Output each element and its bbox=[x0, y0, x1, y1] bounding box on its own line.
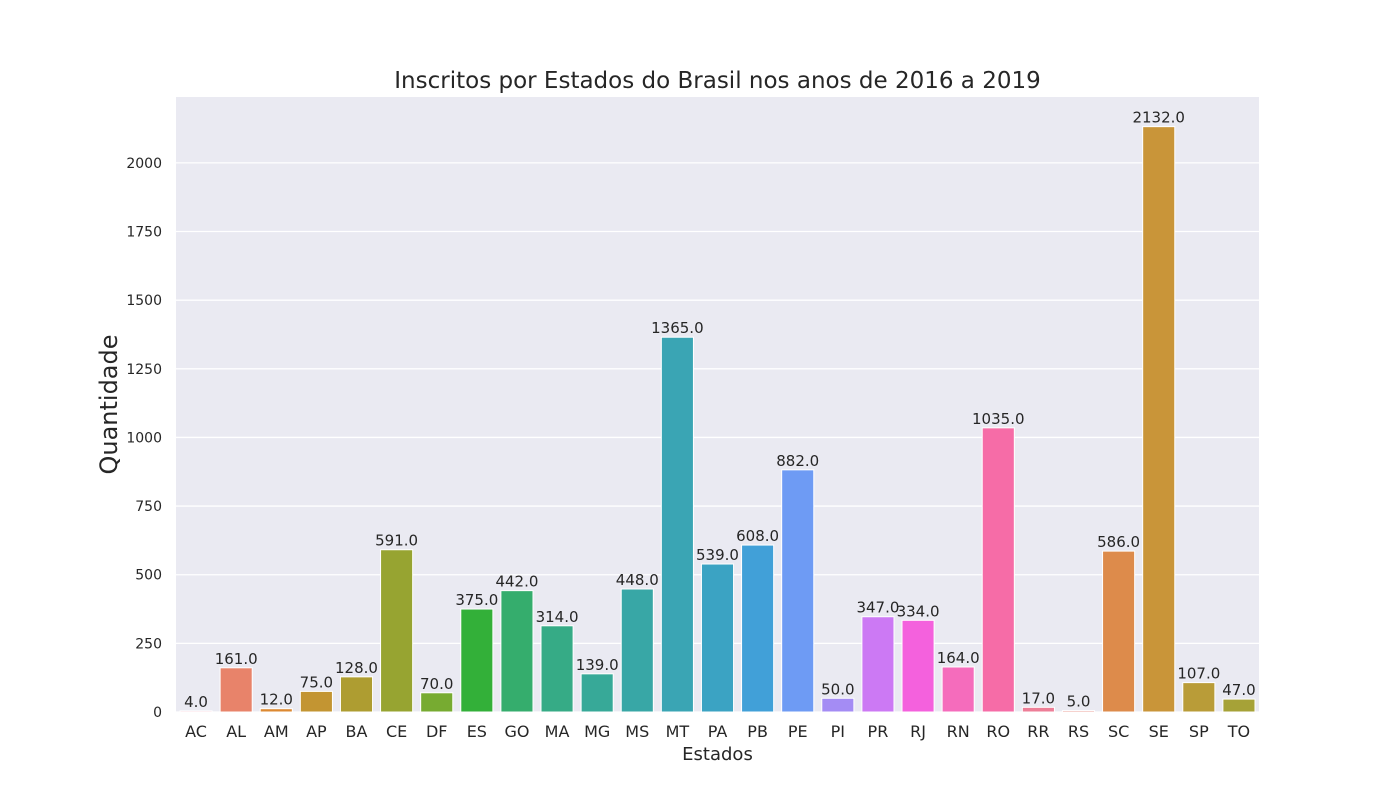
x-tick-label-ce: CE bbox=[386, 722, 407, 741]
x-tick-label-ma: MA bbox=[545, 722, 570, 741]
bar-ro bbox=[981, 427, 1015, 713]
x-tick-label-rs: RS bbox=[1068, 722, 1089, 741]
x-tick-label-pi: PI bbox=[831, 722, 845, 741]
x-tick-label-al: AL bbox=[226, 722, 246, 741]
data-label-rj: 334.0 bbox=[897, 602, 940, 620]
bar-se bbox=[1142, 126, 1176, 713]
data-label-pr: 347.0 bbox=[856, 599, 899, 617]
x-tick-label-pr: PR bbox=[868, 722, 889, 741]
bar-rn bbox=[941, 666, 975, 713]
x-tick-label-sc: SC bbox=[1108, 722, 1129, 741]
data-label-mg: 139.0 bbox=[576, 656, 619, 674]
bar-go bbox=[500, 590, 534, 713]
data-label-sp: 107.0 bbox=[1177, 665, 1220, 683]
bar-mt bbox=[660, 336, 694, 713]
x-tick-label-ba: BA bbox=[346, 722, 368, 741]
y-tick-label: 750 bbox=[135, 499, 162, 515]
chart-title: Inscritos por Estados do Brasil nos anos… bbox=[394, 68, 1040, 94]
bars bbox=[179, 126, 1256, 713]
y-tick-label: 1500 bbox=[126, 293, 162, 309]
data-label-ma: 314.0 bbox=[536, 608, 579, 626]
x-tick-label-go: GO bbox=[504, 722, 529, 741]
x-tick-label-se: SE bbox=[1149, 722, 1169, 741]
data-label-ac: 4.0 bbox=[184, 693, 208, 711]
y-axis-label: Quantidade bbox=[95, 334, 123, 474]
y-tick-label: 0 bbox=[153, 705, 162, 721]
data-label-al: 161.0 bbox=[215, 650, 258, 668]
data-label-df: 70.0 bbox=[420, 675, 453, 693]
data-label-pe: 882.0 bbox=[776, 452, 819, 470]
x-tick-label-sp: SP bbox=[1189, 722, 1209, 741]
bar-al bbox=[219, 667, 253, 713]
bar-rs bbox=[1061, 710, 1096, 713]
data-label-sc: 586.0 bbox=[1097, 533, 1140, 551]
bar-am bbox=[259, 708, 293, 713]
bar-pr bbox=[861, 616, 895, 713]
bar-pa bbox=[700, 563, 735, 713]
bar-df bbox=[420, 692, 454, 713]
bar-es bbox=[460, 608, 494, 713]
data-label-pb: 608.0 bbox=[736, 527, 779, 545]
x-tick-label-pe: PE bbox=[788, 722, 808, 741]
y-tick-label: 1250 bbox=[126, 362, 162, 378]
x-tick-label-rn: RN bbox=[947, 722, 970, 741]
data-label-es: 375.0 bbox=[455, 591, 498, 609]
bar-ba bbox=[339, 676, 374, 713]
bar-sc bbox=[1102, 550, 1136, 713]
y-tick-label: 250 bbox=[135, 636, 162, 652]
x-tick-label-rr: RR bbox=[1027, 722, 1049, 741]
y-tick-label: 1750 bbox=[126, 225, 162, 241]
bar-sp bbox=[1182, 682, 1216, 713]
x-tick-label-pb: PB bbox=[747, 722, 768, 741]
x-tick-label-to: TO bbox=[1227, 722, 1250, 741]
data-label-ms: 448.0 bbox=[616, 571, 659, 589]
y-tick-label: 500 bbox=[135, 568, 162, 584]
x-tick-label-ap: AP bbox=[306, 722, 327, 741]
data-label-rn: 164.0 bbox=[937, 649, 980, 667]
data-label-pa: 539.0 bbox=[696, 546, 739, 564]
x-tick-label-mg: MG bbox=[584, 722, 610, 741]
data-label-ap: 75.0 bbox=[300, 673, 333, 691]
bar-pi bbox=[821, 697, 855, 713]
x-tick-labels: AC AL AM AP BA CE DF ES GO MA MG MS MT PA PB PE PI PR RJ RN… bbox=[185, 722, 1250, 741]
bar-ac bbox=[179, 710, 213, 713]
bar-pb bbox=[741, 544, 775, 713]
bar-rr bbox=[1021, 706, 1055, 713]
data-label-ba: 128.0 bbox=[335, 659, 378, 677]
x-tick-label-ac: AC bbox=[185, 722, 207, 741]
data-label-rr: 17.0 bbox=[1022, 689, 1055, 707]
x-tick-label-ms: MS bbox=[625, 722, 649, 741]
bar-ap bbox=[299, 690, 333, 713]
x-tick-label-ro: RO bbox=[986, 722, 1010, 741]
bar-pe bbox=[781, 469, 815, 713]
x-tick-label-mt: MT bbox=[666, 722, 690, 741]
data-label-am: 12.0 bbox=[260, 691, 293, 709]
y-tick-label: 1000 bbox=[126, 430, 162, 446]
bar-mg bbox=[580, 673, 614, 713]
bar-rj bbox=[901, 619, 935, 713]
bar-ce bbox=[380, 549, 414, 713]
data-label-rs: 5.0 bbox=[1067, 693, 1091, 711]
data-label-ro: 1035.0 bbox=[972, 410, 1025, 428]
x-tick-label-pa: PA bbox=[708, 722, 728, 741]
x-axis-label: Estados bbox=[682, 744, 753, 765]
x-tick-label-rj: RJ bbox=[910, 722, 926, 741]
y-tick-labels: 0 250 500 750 1000 1250 1500 1750 2000 bbox=[126, 156, 162, 721]
data-label-mt: 1365.0 bbox=[651, 319, 704, 337]
y-tick-label: 2000 bbox=[126, 156, 162, 172]
bar-ms bbox=[620, 588, 654, 713]
data-label-pi: 50.0 bbox=[821, 680, 854, 698]
bar-to bbox=[1222, 698, 1256, 713]
bar-ma bbox=[540, 625, 574, 713]
data-label-go: 442.0 bbox=[495, 573, 538, 591]
data-label-to: 47.0 bbox=[1222, 681, 1255, 699]
data-label-se: 2132.0 bbox=[1132, 109, 1185, 127]
x-tick-label-am: AM bbox=[264, 722, 289, 741]
x-tick-label-es: ES bbox=[467, 722, 487, 741]
x-tick-label-df: DF bbox=[426, 722, 448, 741]
data-label-ce: 591.0 bbox=[375, 532, 418, 550]
